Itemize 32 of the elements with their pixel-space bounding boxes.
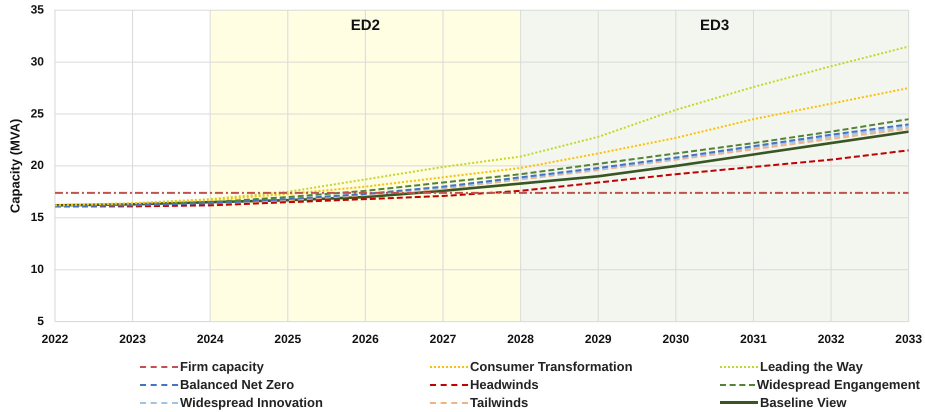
legend-label: Baseline View (760, 395, 846, 410)
legend-label: Widespread Innovation (180, 395, 323, 410)
y-axis-title: Capacity (MVA) (7, 118, 22, 214)
legend-label: Balanced Net Zero (180, 377, 294, 392)
x-tick-label: 2022 (42, 332, 69, 346)
x-tick-label: 2023 (119, 332, 146, 346)
band-label: ED2 (350, 16, 380, 34)
legend-label: Widespread Engangement (756, 377, 920, 392)
y-tick-label: 20 (30, 158, 44, 172)
x-tick-label: 2033 (895, 332, 922, 346)
y-tick-label: 15 (30, 210, 44, 224)
legend-label: Firm capacity (180, 359, 264, 374)
x-tick-label: 2032 (818, 332, 845, 346)
line-series (54, 87, 909, 206)
x-tick-label: 2028 (507, 332, 534, 346)
y-tick-label: 5 (37, 314, 44, 328)
legend-label: Tailwinds (470, 395, 528, 410)
y-tick-label: 25 (30, 106, 44, 120)
y-tick-label: 35 (30, 2, 44, 17)
legend-label: Leading the Way (760, 359, 863, 374)
x-tick-label: 2030 (662, 332, 690, 346)
legend-label: Headwinds (470, 377, 539, 392)
x-tick-label: 2029 (584, 332, 612, 346)
x-tick-label: 2026 (352, 332, 380, 346)
x-tick-label: 2025 (274, 332, 302, 346)
band-label: ED3 (700, 16, 730, 34)
legend-label: Consumer Transformation (470, 359, 633, 374)
x-tick-label: 2027 (430, 332, 457, 346)
x-tick-label: 2024 (196, 332, 224, 346)
y-tick-label: 10 (30, 262, 44, 276)
x-tick-label: 2031 (740, 332, 768, 346)
y-tick-label: 30 (30, 54, 44, 68)
